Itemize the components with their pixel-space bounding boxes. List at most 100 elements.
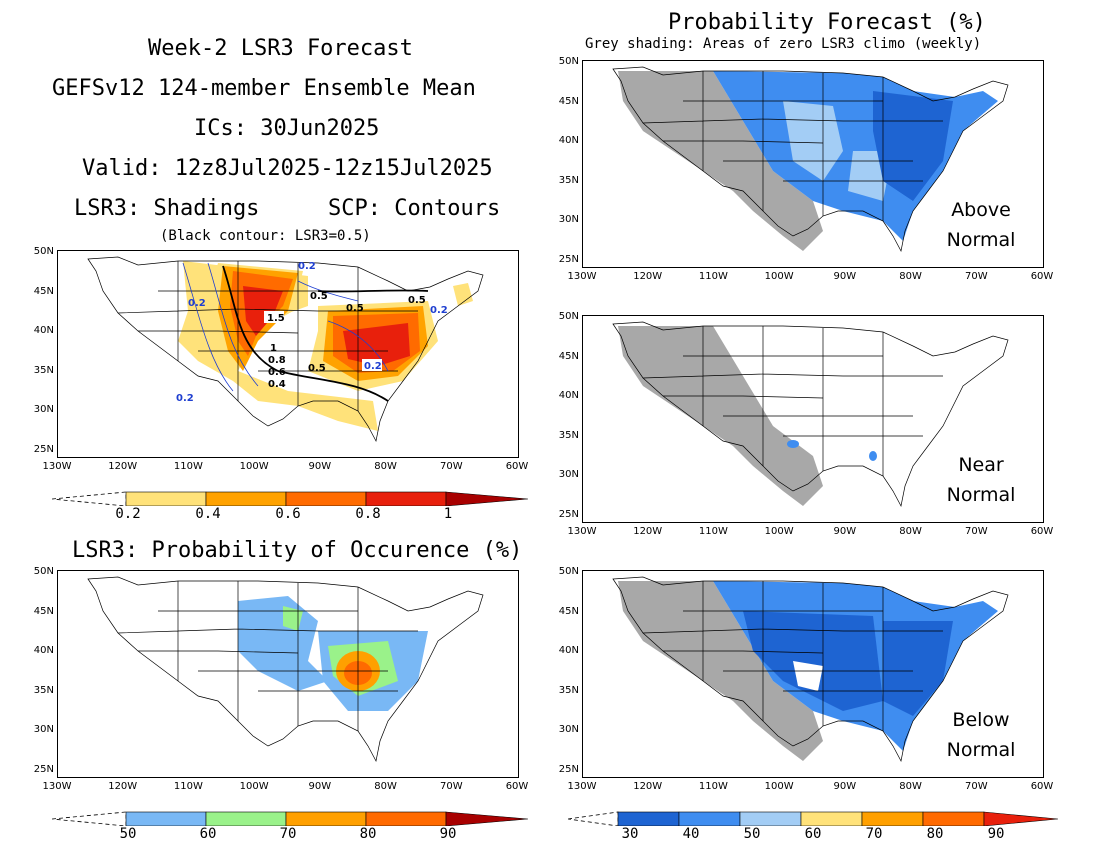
lat-label: 30N [558,469,579,480]
colorbar-probability-bar [567,811,1059,827]
lon-label: 70W [964,271,988,282]
lat-label: 45N [33,285,54,297]
lat-label: 25N [33,763,54,775]
map-lsr3-scp: 1.5 0.5 0.5 0.5 0.5 1 0.8 0.6 0.4 0.2 0.… [57,250,519,458]
lon-label: 100W [764,781,794,792]
lon-label: 60W [505,461,529,472]
lat-label: 35N [33,684,54,696]
lon-label: 70W [964,781,988,792]
lat-label: 35N [558,684,579,696]
colorbar-tick-label: 70 [279,826,297,842]
lon-label: 120W [108,781,138,792]
colorbar-tick-label: 0.4 [195,506,221,522]
contour-label: 1 [270,343,277,354]
lat-label: 25N [558,253,579,265]
contour-label: 0.8 [268,355,286,366]
lon-label: 110W [173,781,203,792]
contour-label: 0.5 [308,363,326,374]
lon-label: 100W [764,271,794,282]
lat-label: 45N [558,95,579,107]
lon-label: 80W [899,526,922,537]
map-below-normal: Below Normal [582,570,1044,778]
contour-label: 0.2 [364,361,382,372]
lat-label: 40N [33,325,54,336]
lon-label: 90W [833,526,857,537]
lon-label: 70W [439,461,463,472]
lon-label: 110W [173,461,203,472]
contour-label: 0.2 [188,298,206,309]
lat-label: 25N [558,763,579,775]
lon-label: 80W [374,781,397,792]
map-probability-of-occurrence [57,570,519,778]
contour-label: 0.5 [310,291,328,302]
lat-label: 35N [558,174,579,186]
lon-label: 90W [833,781,857,792]
map-above-normal: Above Normal [582,60,1044,268]
lat-label: 40N [558,135,579,146]
lon-label: 70W [439,781,463,792]
title-line-1: Week-2 LSR3 Forecast [148,36,413,61]
lon-label: 130W [42,461,72,472]
lon-label: 120W [633,781,663,792]
colorbar-tick-label: 1 [443,506,453,522]
lon-label: 90W [308,461,332,472]
colorbar-tick-label: 80 [926,826,944,842]
lon-label: 120W [633,526,663,537]
shadings-label: LSR3: Shadings [74,196,260,221]
lon-label: 60W [505,781,529,792]
lat-label: 40N [558,390,579,401]
occurrence-title: LSR3: Probability of Occurence (%) [72,538,523,563]
lat-label: 30N [558,214,579,225]
colorbar-occurrence-bar [51,811,529,827]
contour-label: 0.2 [176,393,194,404]
colorbar-occurrence: 50 60 70 80 90 [51,810,532,850]
colorbar-tick-label: 0.6 [275,506,301,522]
lon-label: 60W [1030,526,1054,537]
colorbar-tick-label: 70 [865,826,883,842]
lon-label: 110W [698,526,728,537]
lon-label: 80W [374,461,397,472]
lon-label: 80W [899,271,922,282]
lon-label: 110W [698,781,728,792]
lon-label: 90W [308,781,332,792]
colorbar-tick-label: 50 [119,826,137,842]
colorbar-lsr3: 0.2 0.4 0.6 0.8 1 [51,490,532,530]
lat-label: 45N [33,605,54,617]
colorbar-tick-label: 30 [621,826,639,842]
contour-label: 0.6 [268,367,286,378]
panel-label-below: Below Normal [946,709,1016,761]
lon-label: 100W [764,526,794,537]
lat-label: 30N [33,404,54,415]
contour-label: 0.2 [298,261,316,272]
lon-label: 130W [567,271,597,282]
lat-label: 45N [558,350,579,362]
lon-label: 80W [899,781,922,792]
lon-label: 130W [567,781,597,792]
lon-label: 100W [239,461,269,472]
black-contour-note: (Black contour: LSR3=0.5) [160,228,371,244]
lon-label: 70W [964,526,988,537]
colorbar-lsr3-bar [51,491,529,507]
lat-label: 50N [558,566,579,577]
colorbar-tick-label: 60 [199,826,217,842]
panel-label-near: Near Normal [946,454,1016,506]
lat-label: 40N [33,645,54,656]
colorbar-tick-label: 50 [743,826,761,842]
contour-label: 0.2 [430,305,448,316]
lat-label: 25N [558,508,579,520]
contour-label: 1.5 [267,313,285,324]
lon-label: 100W [239,781,269,792]
contour-label: 0.5 [346,303,364,314]
lat-label: 25N [33,443,54,455]
map-near-normal: Near Normal [582,315,1044,523]
colorbar-probability: 30 40 50 60 70 80 90 [567,810,1068,850]
lon-label: 120W [633,271,663,282]
colorbar-tick-label: 90 [987,826,1005,842]
probability-forecast-title: Probability Forecast (%) [668,10,986,35]
colorbar-tick-label: 90 [439,826,457,842]
colorbar-tick-label: 0.8 [355,506,381,522]
lat-label: 40N [558,645,579,656]
contour-label: 0.5 [408,295,426,306]
lat-label: 50N [33,566,54,577]
lat-label: 45N [558,605,579,617]
